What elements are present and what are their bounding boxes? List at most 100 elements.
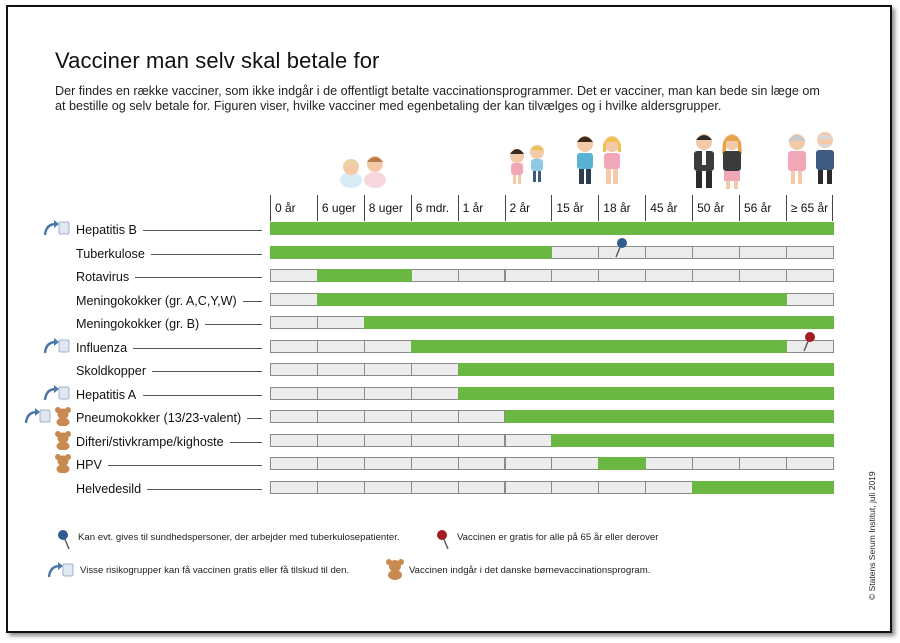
grid-cell bbox=[692, 269, 740, 282]
row-label: Hepatitis B bbox=[76, 223, 137, 237]
grid-cell bbox=[410, 269, 459, 282]
arrow-icon bbox=[43, 384, 70, 400]
teddy-icon bbox=[386, 559, 404, 580]
row-label: Influenza bbox=[76, 340, 128, 355]
grid-cell bbox=[270, 480, 318, 494]
grid-cell bbox=[363, 433, 412, 447]
grid-cell bbox=[785, 269, 834, 282]
grid-cell bbox=[316, 433, 365, 447]
grid-cell bbox=[410, 433, 459, 447]
row-leader-line bbox=[150, 253, 262, 255]
page-title: Vacciner man selv skal betale for bbox=[55, 48, 380, 73]
seniors-illustration bbox=[788, 132, 834, 184]
age-range-bar bbox=[692, 480, 834, 494]
arrow-icon bbox=[24, 408, 51, 424]
grid-cell bbox=[270, 269, 318, 282]
grid-cell bbox=[598, 480, 647, 494]
column-header: 1 år bbox=[457, 195, 505, 221]
grid-cell bbox=[739, 245, 787, 259]
arrow-icon bbox=[43, 337, 70, 353]
row-label: Skoldkopper bbox=[76, 364, 147, 378]
grid-cell bbox=[363, 339, 412, 353]
age-range-bar bbox=[410, 339, 787, 353]
grid-cell bbox=[785, 292, 834, 306]
grid-cell bbox=[457, 433, 506, 447]
red-pin-icon bbox=[437, 530, 449, 550]
grid-cell bbox=[363, 410, 412, 423]
grid-cell bbox=[504, 269, 553, 282]
grid-cell bbox=[785, 457, 834, 470]
age-range-bar bbox=[457, 386, 834, 400]
arrow-icon bbox=[47, 562, 74, 578]
column-header: 45 år bbox=[645, 195, 692, 221]
age-range-bar bbox=[457, 363, 834, 376]
grid-cell bbox=[551, 245, 600, 259]
row-label: Meningokokker (gr. B) bbox=[76, 317, 200, 331]
row-label: Difteri/stivkrampe/kighoste bbox=[76, 434, 224, 449]
grid-cell bbox=[270, 457, 318, 470]
row-leader-line bbox=[135, 277, 262, 278]
grid-cell bbox=[598, 269, 647, 282]
row-label: Pneumokokker (13/23-valent) bbox=[76, 411, 242, 425]
row-leader-line bbox=[229, 441, 262, 443]
teddy-icon bbox=[55, 407, 71, 426]
grid-cell bbox=[457, 410, 506, 423]
legend-blue-pin-text: Kan evt. gives til sundhedspersoner, der… bbox=[78, 532, 400, 543]
legend-red-pin-text: Vaccinen er gratis for alle på 65 år ell… bbox=[457, 532, 659, 543]
grid-cell bbox=[270, 410, 318, 423]
grid-cell bbox=[645, 269, 694, 282]
grid-cell bbox=[645, 245, 694, 259]
grid-cell bbox=[645, 480, 694, 494]
row-leader-line bbox=[205, 324, 262, 325]
column-header: 18 år bbox=[598, 195, 645, 221]
row-leader-line bbox=[152, 371, 262, 372]
grid-cell bbox=[363, 386, 412, 400]
grid-cell bbox=[270, 363, 318, 376]
age-range-bar bbox=[316, 292, 787, 306]
row-label: Meningokokker (gr. A,C,Y,W) bbox=[76, 293, 237, 308]
grid-cell bbox=[457, 480, 506, 494]
row-label: Helvedesild bbox=[76, 481, 142, 496]
grid-cell bbox=[551, 269, 600, 282]
grid-cell bbox=[270, 386, 318, 400]
grid-cell bbox=[316, 457, 365, 470]
grid-cell bbox=[363, 363, 412, 376]
teenagers-illustration bbox=[577, 136, 621, 184]
row-label: HPV bbox=[76, 458, 102, 472]
row-label: Hepatitis A bbox=[76, 387, 137, 402]
column-header: ≥ 65 år bbox=[785, 195, 833, 221]
column-header: 6 uger bbox=[316, 195, 364, 221]
grid-cell bbox=[410, 457, 459, 470]
grid-cell bbox=[504, 457, 553, 470]
column-header: 6 mdr. bbox=[410, 195, 458, 221]
row-leader-line bbox=[243, 300, 262, 302]
arrow-icon bbox=[43, 220, 70, 236]
grid-cell bbox=[410, 386, 459, 400]
row-leader-line bbox=[147, 488, 262, 490]
grid-cell bbox=[457, 457, 506, 470]
copyright-text: © Statens Serum Institut, juli 2019 bbox=[867, 471, 877, 600]
legend-arrow-text: Visse risikogrupper kan få vaccinen grat… bbox=[80, 565, 350, 576]
grid-cell bbox=[316, 339, 365, 353]
grid-cell bbox=[316, 316, 365, 329]
row-leader-line bbox=[142, 230, 262, 231]
grid-cell bbox=[551, 457, 600, 470]
grid-cell bbox=[504, 480, 553, 494]
row-label: Rotavirus bbox=[76, 270, 130, 284]
toddlers-illustration bbox=[510, 145, 544, 184]
age-range-bar bbox=[363, 316, 834, 329]
age-range-bar bbox=[551, 433, 834, 447]
row-leader-line bbox=[107, 465, 262, 466]
row-leader-line bbox=[133, 347, 262, 349]
babies-illustration bbox=[340, 156, 386, 188]
grid-cell bbox=[316, 386, 365, 400]
column-header: 0 år bbox=[270, 195, 317, 221]
column-header: 8 uger bbox=[363, 195, 411, 221]
age-range-bar bbox=[598, 457, 647, 470]
grid-cell bbox=[410, 363, 459, 376]
grid-cell bbox=[270, 339, 318, 353]
age-range-bar bbox=[316, 269, 412, 282]
grid-cell bbox=[410, 410, 459, 423]
grid-cell bbox=[645, 457, 694, 470]
grid-cell bbox=[316, 480, 365, 494]
